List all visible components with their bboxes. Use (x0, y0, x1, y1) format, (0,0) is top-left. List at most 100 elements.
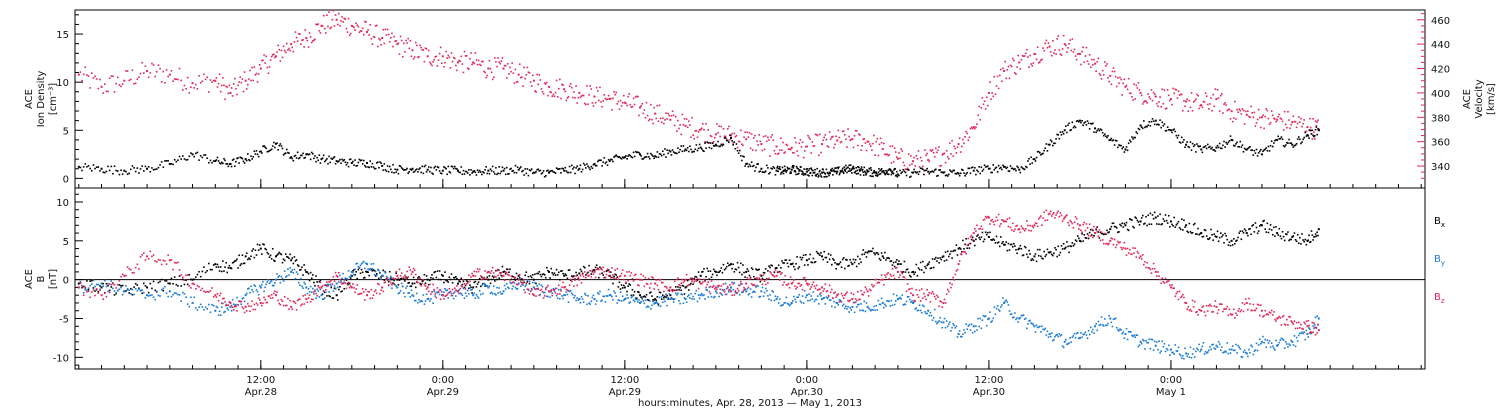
data-dot (588, 93, 590, 96)
data-dot (1067, 245, 1069, 248)
data-dot (531, 74, 534, 77)
data-dot (849, 170, 852, 172)
data-dot (631, 295, 634, 298)
data-dot (1216, 230, 1219, 233)
data-dot (446, 280, 448, 282)
data-dot (249, 159, 251, 162)
data-dot (687, 294, 690, 297)
data-dot (227, 165, 230, 168)
data-dot (1147, 341, 1149, 344)
data-dot (1294, 345, 1297, 348)
data-dot (198, 159, 200, 161)
data-dot (1022, 254, 1025, 256)
data-dot (1162, 102, 1165, 105)
data-dot (609, 294, 612, 296)
data-dot (826, 171, 829, 174)
data-dot (448, 276, 451, 279)
data-dot (824, 256, 827, 259)
data-dot (953, 249, 956, 252)
data-dot (1059, 335, 1062, 337)
data-dot (888, 257, 891, 260)
data-dot (762, 135, 765, 138)
data-dot (965, 323, 967, 325)
data-dot (776, 296, 779, 298)
data-dot (630, 296, 633, 299)
data-point (229, 267, 232, 270)
data-dot (1121, 147, 1123, 150)
data-dot (437, 166, 440, 169)
data-dot (1145, 100, 1147, 103)
data-dot (917, 150, 920, 152)
data-dot (1135, 217, 1138, 219)
data-dot (172, 80, 174, 83)
data-dot (1262, 220, 1264, 223)
data-dot (274, 260, 276, 262)
data-dot (113, 290, 116, 292)
data-dot (1281, 138, 1284, 140)
data-dot (736, 291, 739, 294)
data-dot (317, 159, 320, 162)
data-dot (655, 156, 658, 158)
data-dot (361, 163, 364, 165)
data-dot (864, 170, 866, 173)
data-dot (538, 271, 541, 273)
data-dot (1067, 124, 1069, 126)
data-point (335, 160, 338, 163)
data-point (1291, 235, 1294, 238)
data-dot (601, 105, 603, 108)
data-dot (963, 142, 965, 145)
data-dot (450, 273, 453, 275)
data-dot (206, 157, 208, 159)
data-dot (226, 86, 229, 88)
data-dot (1202, 235, 1205, 238)
data-dot (167, 75, 169, 78)
data-dot (633, 290, 636, 293)
data-dot (967, 244, 970, 246)
data-dot (634, 298, 637, 300)
data-dot (237, 84, 239, 87)
data-dot (1227, 244, 1230, 246)
data-dot (474, 171, 477, 174)
data-dot (1023, 55, 1026, 57)
data-dot (609, 271, 612, 273)
data-dot (1283, 239, 1286, 242)
data-dot (1174, 130, 1177, 133)
data-point (874, 171, 877, 174)
data-dot (397, 172, 400, 175)
data-dot (373, 167, 376, 170)
data-dot (1243, 147, 1246, 150)
data-dot (580, 95, 583, 97)
data-dot (499, 272, 502, 274)
data-dot (731, 132, 733, 135)
data-dot (1288, 239, 1290, 242)
data-dot (515, 272, 518, 275)
data-point (1003, 301, 1006, 304)
data-dot (362, 277, 365, 279)
data-dot (1047, 42, 1050, 44)
data-dot (265, 301, 268, 304)
data-dot (367, 290, 369, 293)
data-dot (224, 266, 226, 268)
data-dot (469, 280, 471, 283)
data-dot (437, 278, 440, 281)
data-dot (758, 134, 761, 136)
data-dot (94, 75, 96, 77)
data-dot (1313, 134, 1316, 137)
data-dot (802, 254, 805, 257)
data-dot (909, 176, 911, 178)
data-dot (702, 294, 704, 297)
data-dot (252, 248, 255, 250)
data-dot (834, 306, 836, 309)
data-dot (1095, 323, 1097, 325)
data-point (866, 305, 869, 308)
data-dot (612, 160, 614, 163)
data-dot (113, 165, 116, 167)
data-dot (791, 300, 794, 302)
data-dot (1282, 339, 1285, 342)
data-dot (1056, 333, 1058, 336)
data-dot (188, 274, 191, 276)
data-dot (405, 276, 407, 278)
data-dot (574, 172, 576, 175)
data-dot (682, 285, 685, 287)
data-dot (731, 281, 733, 284)
